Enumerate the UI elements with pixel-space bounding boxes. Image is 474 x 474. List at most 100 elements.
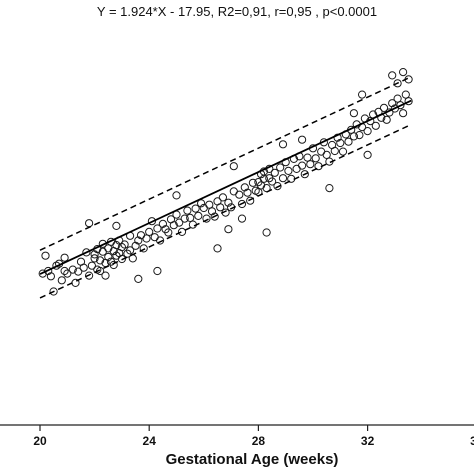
data-point bbox=[109, 260, 118, 270]
data-point bbox=[338, 147, 348, 156]
data-point bbox=[210, 212, 219, 221]
data-point bbox=[186, 213, 195, 222]
data-point bbox=[229, 187, 238, 196]
data-point bbox=[240, 183, 249, 192]
data-point bbox=[216, 203, 225, 212]
data-point bbox=[292, 164, 301, 173]
data-point bbox=[85, 271, 94, 280]
data-point bbox=[298, 135, 307, 144]
data-point bbox=[68, 265, 77, 274]
data-point bbox=[134, 274, 143, 283]
data-point bbox=[404, 97, 413, 106]
data-point bbox=[104, 252, 113, 262]
data-point bbox=[224, 198, 233, 207]
data-point bbox=[358, 90, 367, 99]
data-point bbox=[60, 266, 69, 276]
data-point bbox=[207, 207, 217, 216]
data-point bbox=[278, 140, 288, 149]
data-points bbox=[38, 68, 413, 296]
x-tick-label: 20 bbox=[33, 434, 47, 448]
data-point bbox=[117, 254, 127, 264]
x-tick-label: 28 bbox=[252, 434, 266, 448]
data-point bbox=[237, 214, 247, 223]
data-point bbox=[382, 115, 391, 124]
data-point bbox=[131, 241, 140, 250]
regression-lines bbox=[39, 76, 412, 299]
data-point bbox=[336, 138, 345, 148]
x-tick-label: 36 bbox=[470, 434, 474, 448]
data-point bbox=[278, 174, 288, 183]
data-point bbox=[349, 109, 358, 118]
data-point bbox=[243, 188, 252, 197]
data-point bbox=[363, 127, 372, 136]
data-point bbox=[150, 233, 159, 242]
data-point bbox=[355, 131, 364, 140]
data-point bbox=[399, 68, 408, 77]
data-point bbox=[183, 206, 192, 215]
data-point bbox=[213, 244, 222, 253]
x-axis-ticks: 20 24 28 32 36 bbox=[33, 425, 474, 448]
data-point bbox=[101, 271, 110, 280]
data-point bbox=[87, 261, 97, 270]
data-point bbox=[90, 250, 99, 259]
data-point bbox=[344, 137, 353, 146]
data-point bbox=[158, 219, 167, 228]
data-point bbox=[46, 272, 56, 281]
data-point bbox=[134, 236, 143, 245]
data-point bbox=[191, 204, 200, 213]
data-point bbox=[284, 166, 293, 175]
data-point bbox=[237, 199, 247, 209]
data-point bbox=[147, 217, 156, 226]
data-point bbox=[169, 221, 178, 230]
data-point bbox=[298, 161, 307, 170]
data-point bbox=[300, 170, 309, 179]
data-point bbox=[270, 168, 279, 177]
data-point bbox=[388, 99, 397, 108]
data-point bbox=[120, 240, 129, 249]
data-point bbox=[399, 109, 408, 118]
data-point bbox=[224, 225, 233, 234]
data-point bbox=[306, 160, 315, 169]
data-point bbox=[194, 211, 203, 220]
data-point bbox=[401, 90, 410, 99]
data-point bbox=[57, 276, 66, 285]
data-point bbox=[349, 132, 358, 141]
data-point bbox=[177, 227, 187, 236]
data-point bbox=[202, 214, 211, 223]
data-point bbox=[41, 251, 50, 260]
data-point bbox=[79, 263, 88, 272]
data-point bbox=[49, 287, 58, 296]
data-point bbox=[276, 163, 285, 172]
data-point bbox=[112, 221, 121, 230]
data-point bbox=[246, 196, 255, 205]
data-point bbox=[322, 150, 331, 159]
data-point bbox=[262, 228, 271, 237]
upper-prediction-band bbox=[39, 76, 412, 251]
data-point bbox=[248, 178, 257, 187]
data-point bbox=[218, 193, 227, 202]
data-point bbox=[311, 154, 320, 163]
data-point bbox=[379, 103, 389, 113]
data-point bbox=[85, 219, 94, 228]
data-point bbox=[371, 121, 380, 130]
data-point bbox=[268, 177, 277, 186]
data-point bbox=[145, 227, 154, 236]
data-point bbox=[139, 244, 148, 253]
regression-line bbox=[39, 99, 412, 275]
x-tick-label: 32 bbox=[361, 434, 375, 448]
data-point bbox=[153, 224, 162, 233]
data-point bbox=[175, 218, 184, 227]
data-point bbox=[60, 253, 69, 262]
data-point bbox=[117, 243, 127, 252]
data-point bbox=[229, 162, 238, 171]
lower-prediction-band bbox=[39, 123, 412, 299]
data-point bbox=[90, 254, 99, 263]
data-point bbox=[393, 79, 402, 88]
data-point bbox=[180, 214, 189, 223]
data-point bbox=[396, 101, 405, 110]
data-point bbox=[112, 241, 121, 250]
data-point bbox=[164, 228, 173, 237]
data-point bbox=[363, 150, 372, 159]
data-point bbox=[38, 269, 47, 278]
data-point bbox=[126, 246, 135, 255]
